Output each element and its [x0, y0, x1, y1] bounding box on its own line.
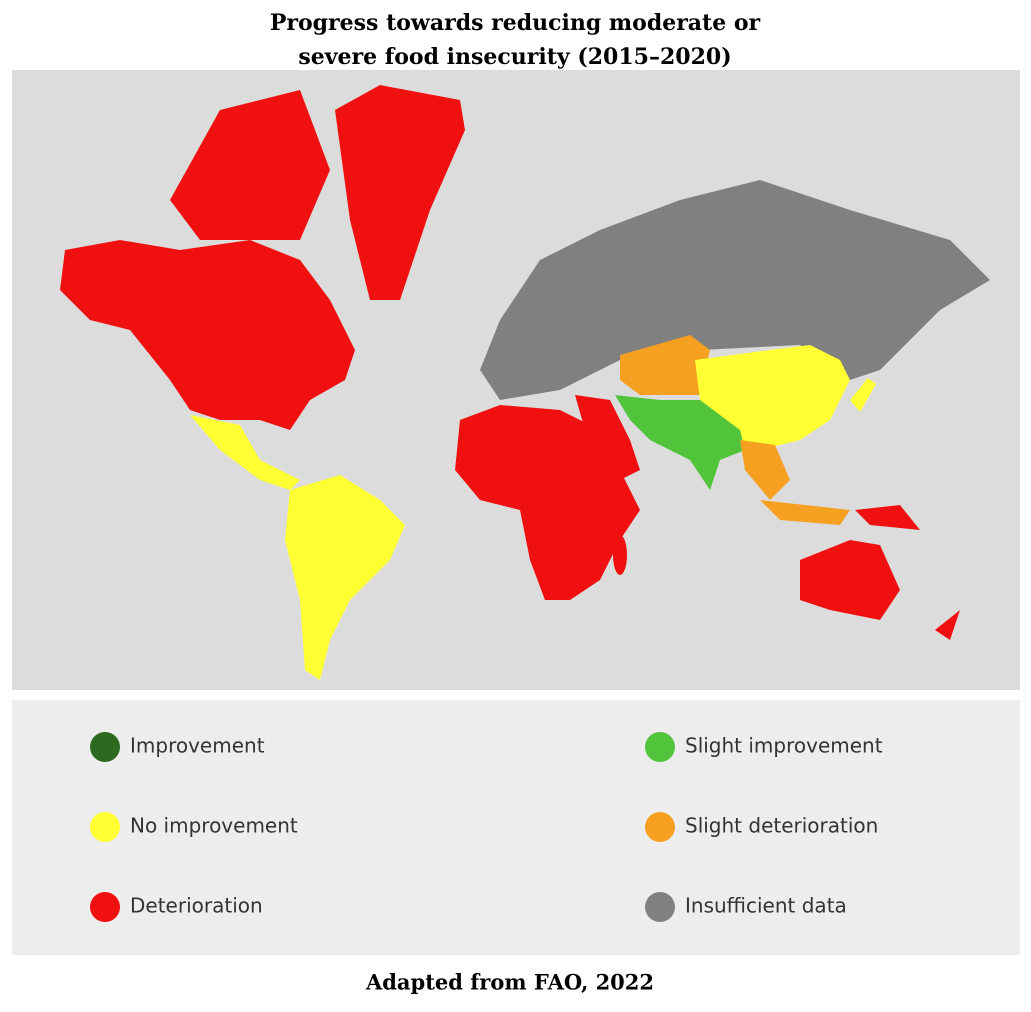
- europe-russia: [480, 180, 990, 400]
- legend-swatch: [90, 732, 120, 762]
- madagascar: [613, 535, 627, 575]
- legend-swatch: [645, 892, 675, 922]
- legend-label: Deterioration: [130, 894, 263, 918]
- central-america: [190, 415, 300, 490]
- legend-label: Improvement: [130, 734, 265, 758]
- south-america: [285, 475, 405, 680]
- legend-label: Slight deterioration: [685, 814, 878, 838]
- title-line: severe food insecurity (2015–2020): [298, 44, 731, 70]
- new-guinea: [855, 505, 920, 530]
- legend-swatch: [645, 812, 675, 842]
- china: [695, 345, 850, 450]
- australia: [800, 540, 900, 620]
- greenland: [335, 85, 465, 300]
- legend-swatch: [90, 812, 120, 842]
- legend-swatch: [90, 892, 120, 922]
- southeast-asia: [740, 440, 790, 500]
- map: [12, 70, 1020, 690]
- africa: [455, 405, 640, 600]
- arctic-archipelago: [170, 90, 330, 240]
- source: Adapted from FAO, 2022: [365, 970, 654, 995]
- north-america: [60, 240, 355, 430]
- central-asia: [620, 335, 710, 395]
- legend: Improvement Slight improvement No improvem…: [90, 732, 883, 922]
- legend-swatch: [645, 732, 675, 762]
- legend-label: Insufficient data: [685, 894, 847, 918]
- legend-label: Slight improvement: [685, 734, 883, 758]
- title-line: Progress towards reducing moderate or: [270, 10, 761, 36]
- south-asia: [615, 395, 745, 490]
- indonesia: [760, 500, 850, 525]
- legend-panel: [12, 700, 1020, 955]
- new-zealand: [935, 610, 960, 640]
- legend-label: No improvement: [130, 814, 298, 838]
- japan: [850, 378, 876, 412]
- middle-east: [575, 395, 640, 480]
